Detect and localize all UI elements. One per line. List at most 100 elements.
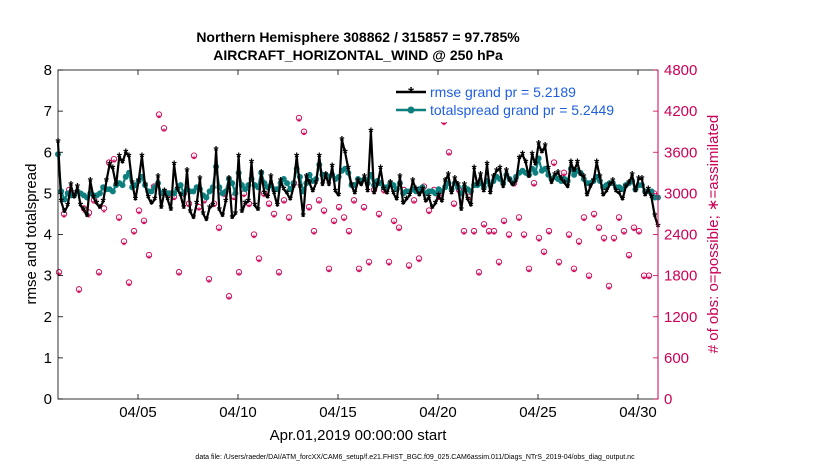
obs-assimilated-point: * (317, 199, 322, 211)
obs-possible-point (645, 272, 653, 279)
obs-assimilated-point: * (407, 264, 412, 276)
obs-possible-point (555, 258, 563, 266)
rmse-point: * (539, 145, 545, 160)
obs-possible-point (565, 231, 573, 238)
obs-possible-point (375, 210, 383, 218)
rmse-point: * (426, 190, 432, 205)
rmse-series: ****************************************… (55, 125, 661, 235)
obs-assimilated-point: * (217, 226, 222, 238)
obs-assimilated-point: * (607, 284, 612, 296)
rmse-point: * (297, 180, 303, 195)
rmse-point: * (630, 168, 636, 183)
rmse-point: * (491, 170, 497, 185)
rmse-point: * (488, 186, 494, 201)
spread-point (61, 196, 68, 203)
obs-assimilated-point: * (647, 274, 652, 286)
obs-assimilated-point: * (552, 161, 557, 173)
rmse-point: * (194, 197, 200, 212)
rmse-point: * (191, 211, 197, 226)
rmse-point: * (601, 188, 607, 203)
rmse-point: * (185, 164, 191, 179)
obs-possible-point (160, 125, 168, 132)
obs-assimilated-point: * (247, 202, 252, 214)
legend: * rmse grand pr = 5.2189 totalspread gra… (392, 78, 652, 122)
obs-possible-series (55, 111, 658, 300)
rmse-point: * (59, 195, 65, 210)
y-tick-label: 2 (44, 309, 52, 326)
rmse-point: * (85, 209, 91, 224)
rmse-point: * (323, 168, 329, 183)
obs-possible-point (95, 269, 103, 276)
obs-possible-point (540, 248, 548, 255)
rmse-point: * (307, 176, 313, 191)
legend-box (392, 78, 652, 122)
rmse-point: * (394, 193, 400, 208)
rmse-point: * (439, 195, 445, 210)
obs-possible-point (335, 203, 343, 211)
rmse-point: * (75, 180, 81, 195)
rmse-point: * (339, 133, 345, 148)
spread-point (96, 190, 103, 197)
spread-point (122, 173, 129, 180)
obs-possible-point (530, 179, 538, 187)
obs-possible-point (250, 231, 258, 238)
y-right-tick-label: 0 (664, 391, 672, 408)
rmse-point: * (639, 172, 645, 187)
obs-assimilated-point: * (167, 192, 172, 204)
rmse-point: * (336, 188, 342, 203)
rmse-point: * (365, 184, 371, 199)
obs-possible-point (225, 293, 233, 300)
rmse-point: * (526, 170, 532, 185)
x-axis-label: Apr.01,2019 00:00:00 start (270, 427, 448, 444)
rmse-point: * (472, 162, 478, 177)
rmse-point: * (220, 209, 226, 224)
obs-assimilated-point: * (282, 199, 287, 211)
rmse-point: * (117, 149, 123, 164)
obs-assimilated-point: * (627, 253, 632, 265)
rmse-point: * (617, 186, 623, 201)
rmse-point: * (301, 209, 307, 224)
spread-point (542, 165, 549, 172)
obs-possible-point (585, 272, 593, 279)
rmse-point: * (168, 203, 174, 218)
obs-assimilated-point: * (102, 208, 107, 220)
rmse-point: * (123, 145, 129, 160)
rmse-point: * (162, 184, 168, 199)
rmse-point: * (130, 176, 136, 191)
left-y-axis-label: rmse and totalspread (23, 164, 40, 305)
rmse-point: * (607, 178, 613, 193)
obs-assimilated-point: * (602, 236, 607, 248)
obs-assimilated-point: * (522, 233, 527, 245)
obs-assimilated-point: * (387, 260, 392, 272)
rmse-point: * (114, 178, 120, 193)
rmse-point: * (81, 203, 87, 218)
obs-assimilated-point: * (297, 116, 302, 128)
legend-spread-marker (407, 106, 415, 114)
obs-possible-point (145, 251, 153, 259)
rmse-point: * (314, 176, 320, 191)
spread-point (206, 188, 213, 195)
obs-assimilated-point: * (337, 206, 342, 218)
obs-assimilated-point: * (262, 192, 267, 204)
x-tick-label: 04/20 (419, 404, 457, 421)
obs-assimilated-point: * (237, 271, 242, 283)
obs-possible-point (475, 269, 483, 276)
rmse-point: * (368, 125, 374, 140)
rmse-point: * (152, 193, 158, 208)
obs-assimilated-point: * (312, 230, 317, 242)
rmse-point: * (465, 193, 471, 208)
rmse-point: * (265, 190, 271, 205)
y-tick-label: 7 (44, 103, 52, 120)
rmse-point: * (281, 182, 287, 197)
rmse-point: * (201, 207, 207, 222)
obs-assimilated-point: * (172, 195, 177, 207)
obs-possible-point (205, 275, 213, 283)
rmse-point: * (236, 149, 242, 164)
obs-possible-point (575, 238, 583, 245)
obs-possible-point (300, 128, 308, 135)
obs-assimilated-point: * (257, 257, 262, 269)
rmse-point: * (226, 172, 232, 187)
rmse-point: * (343, 145, 349, 160)
obs-possible-point (360, 203, 368, 211)
obs-assimilated-point: * (137, 209, 142, 221)
